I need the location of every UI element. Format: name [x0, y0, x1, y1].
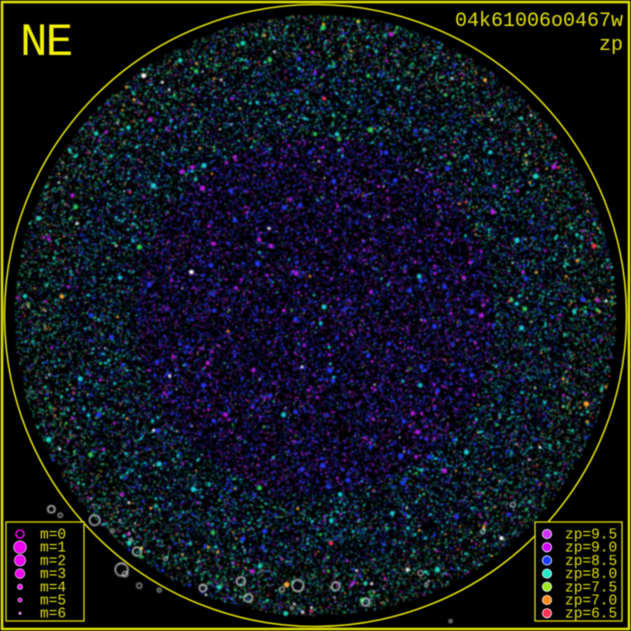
svg-text:04k61006o0467w: 04k61006o0467w	[455, 10, 623, 33]
svg-text:zp=6.5: zp=6.5	[565, 607, 617, 623]
svg-text:zp: zp	[599, 34, 623, 57]
svg-text:NE: NE	[20, 17, 72, 69]
svg-text:m=6: m=6	[40, 607, 66, 623]
